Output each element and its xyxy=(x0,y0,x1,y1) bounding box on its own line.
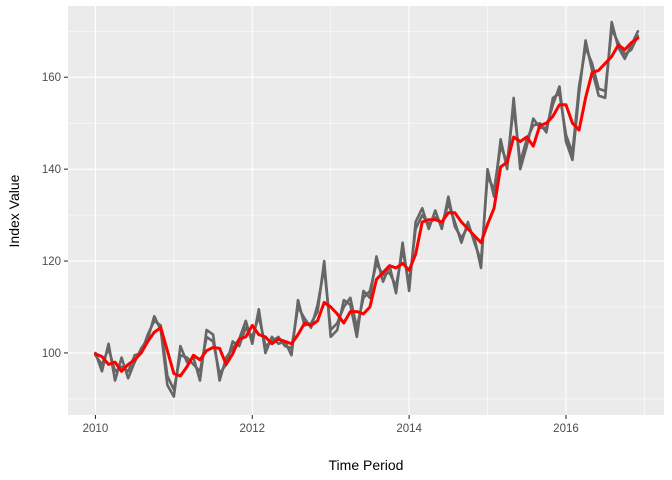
x-axis: 2010 2012 2014 2016 xyxy=(83,415,579,435)
series-layer xyxy=(93,20,640,398)
y-axis-title: Index Value xyxy=(6,174,22,247)
series-line-raw-2 xyxy=(94,27,640,392)
x-tick-label: 2016 xyxy=(553,423,579,435)
series-line-smoothed xyxy=(93,36,640,378)
y-axis: 100 120 140 160 xyxy=(42,72,68,360)
grid-lines xyxy=(68,6,664,415)
panel-background xyxy=(68,6,664,415)
x-tick-label: 2012 xyxy=(239,423,265,435)
y-tick-label: 100 xyxy=(42,348,61,360)
y-tick-label: 120 xyxy=(42,256,61,268)
x-axis-title: Time Period xyxy=(329,457,404,473)
x-tick-label: 2014 xyxy=(396,423,422,435)
y-tick-label: 140 xyxy=(42,164,61,176)
y-tick-label: 160 xyxy=(42,72,61,84)
x-tick-label: 2010 xyxy=(83,423,109,435)
